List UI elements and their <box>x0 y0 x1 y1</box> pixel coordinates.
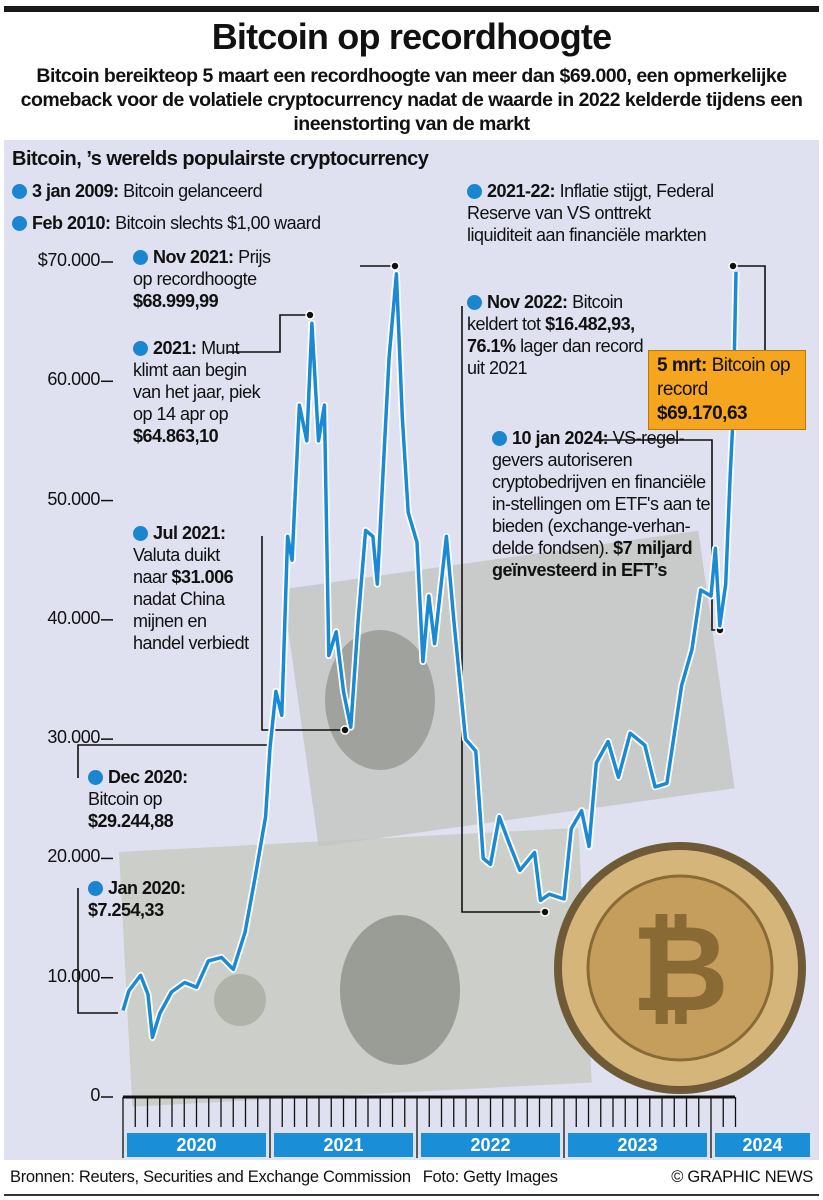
annotation-nov2021: Nov 2021: Prijs op recordhoogte $68.999,… <box>133 246 283 312</box>
annotation-body: Bitcoin slechts $1,00 waard <box>115 213 321 233</box>
year-label-2023: 2023 <box>568 1133 707 1157</box>
annotation-head: Nov 2021: <box>153 247 234 267</box>
leader-line <box>461 306 545 913</box>
annotation-head: 10 jan 2024: <box>512 428 609 448</box>
annotation-feb2010: Feb 2010: Bitcoin slechts $1,00 waard <box>12 212 321 234</box>
annotation-body: Bitcoin gelanceerd <box>123 181 263 201</box>
year-label-2022: 2022 <box>421 1133 560 1157</box>
annotation-head: 2021-22: <box>487 181 556 201</box>
sources: Bronnen: Reuters, Securities and Exchang… <box>10 1168 411 1186</box>
bullet-dot <box>12 184 27 199</box>
year-label-2020: 2020 <box>127 1133 266 1157</box>
annotation-value: $16.482,93, <box>545 314 635 334</box>
annotation-body: Bitcoin op record <box>657 355 791 400</box>
annotation-launch: 3 jan 2009: Bitcoin gelanceerd <box>12 180 263 202</box>
bottom-rule <box>4 1194 819 1196</box>
y-tick-label: 0 <box>90 1085 100 1105</box>
y-tick-label: 60.000 <box>47 369 100 390</box>
year-label-2021: 2021 <box>274 1133 413 1157</box>
annotation-dec2020: Dec 2020: Bitcoin op $29.244,88 <box>88 766 228 832</box>
annotation-body: Prijs op recordhoogte <box>133 247 271 289</box>
annotation-head: 5 mrt: <box>657 355 707 376</box>
bitcoin-price-line <box>121 271 738 1040</box>
y-tick-label: 50.000 <box>47 488 100 509</box>
bullet-dot <box>133 341 148 356</box>
annotation-head: 3 jan 2009: <box>32 181 119 201</box>
annotation-value: $29.244,88 <box>88 811 174 831</box>
annotation-head: Dec 2020: <box>108 767 188 787</box>
annotation-value: $68.999,99 <box>133 291 219 311</box>
svg-text:₿: ₿ <box>631 900 729 1039</box>
leader-line <box>77 744 268 778</box>
bullet-dot <box>88 881 103 896</box>
annotation-value: 76.1% <box>467 336 516 356</box>
annotation-value: $69.170,63 <box>657 403 748 424</box>
annotation-body: Bitcoin keldert tot <box>467 292 623 334</box>
bullet-dot <box>492 431 507 446</box>
annotation-body: Bitcoin op <box>88 789 163 809</box>
annotation-body: Valuta duikt naar <box>133 545 220 587</box>
subtitle: Bitcoin bereikteop 5 maart een recordhoo… <box>20 65 803 135</box>
bullet-dot <box>133 526 148 541</box>
leader-line <box>228 314 310 353</box>
bitcoin-coin-photo: ₿ <box>554 842 806 1094</box>
annotation-head: Feb 2010: <box>32 213 111 233</box>
annotation-value: $7.254,33 <box>88 900 164 920</box>
y-tick-label: 30.000 <box>47 727 100 748</box>
y-tick-label: $70.000 <box>37 250 101 270</box>
annotation-head: 2021: <box>153 338 197 358</box>
annotation-value: $31.006 <box>171 567 234 587</box>
annotation-2021: 2021: Munt klimt aan begin van het jaar,… <box>133 337 261 447</box>
leader-endpoint <box>728 261 738 271</box>
top-rule <box>4 6 819 12</box>
annotation-jan2020: Jan 2020: $7.254,33 <box>88 877 228 921</box>
bullet-dot <box>12 216 27 231</box>
y-tick-label: 20.000 <box>47 846 100 867</box>
record-callout: 5 mrt: Bitcoin op record $69.170,63 <box>648 350 806 430</box>
annotation-value: $7 miljard geïnvesteerd in EFT’s <box>492 538 693 580</box>
annotation-head: Jan 2020: <box>108 878 186 898</box>
annotation-body: VS-regel-gevers autoriseren cryptobedrij… <box>492 428 711 558</box>
annotation-value: $64.863,10 <box>133 426 219 446</box>
bullet-dot <box>467 184 482 199</box>
annotation-jul2021: Jul 2021: Valuta duikt naar $31.006 nada… <box>133 522 258 654</box>
copyright: © GRAPHIC NEWS <box>671 1168 813 1186</box>
footer: Bronnen: Reuters, Securities and Exchang… <box>10 1168 813 1187</box>
leader-line <box>77 888 118 1014</box>
y-tick-label: 10.000 <box>47 965 100 986</box>
page-title: Bitcoin op recordhoogte <box>211 16 612 57</box>
annotation-body: Inflatie stijgt, Federal Reserve van VS … <box>467 181 714 245</box>
photo-credit: Foto: Getty Images <box>422 1168 558 1186</box>
annotation-head: Nov 2022: <box>487 292 568 312</box>
leader-endpoint <box>390 261 400 271</box>
leader-line <box>261 536 345 731</box>
annotation-nov2022: Nov 2022: Bitcoin keldert tot $16.482,93… <box>467 291 647 379</box>
annotation-body: lager dan record uit 2021 <box>467 336 644 378</box>
y-tick-label: 40.000 <box>47 607 100 628</box>
leader-line <box>733 265 766 350</box>
annotation-body: Munt klimt aan begin van het jaar, piek … <box>133 338 261 424</box>
annotation-2021-22: 2021-22: Inflatie stijgt, Federal Reserv… <box>467 180 717 246</box>
annotation-jan2024: 10 jan 2024: VS-regel-gevers autoriseren… <box>492 427 712 581</box>
annotation-head: Jul 2021: <box>153 523 226 543</box>
panel-title: Bitcoin, ’s werelds populairste cryptocu… <box>12 148 429 170</box>
bullet-dot <box>467 295 482 310</box>
leader-endpoint <box>540 907 550 917</box>
bullet-dot <box>88 770 103 785</box>
year-label-2024: 2024 <box>715 1133 810 1157</box>
leader-endpoint <box>305 310 315 320</box>
bullet-dot <box>133 250 148 265</box>
annotation-body: nadat China mijnen en handel verbiedt <box>133 589 249 653</box>
